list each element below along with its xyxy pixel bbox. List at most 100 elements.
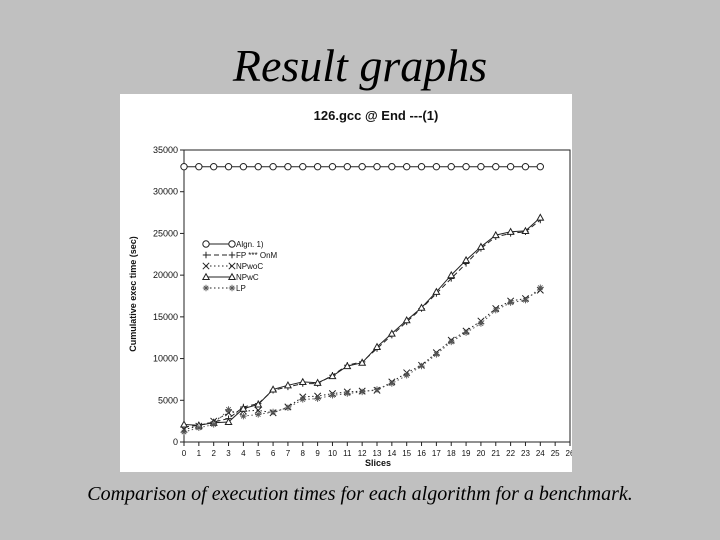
data-point	[506, 162, 515, 171]
legend-label: LP	[236, 284, 246, 293]
data-point	[358, 358, 367, 366]
data-point	[254, 162, 262, 171]
x-tick-label: 24	[536, 449, 545, 458]
data-point	[180, 428, 188, 436]
data-point	[432, 287, 441, 295]
data-point	[329, 392, 336, 399]
data-point	[462, 329, 470, 336]
data-point	[299, 396, 306, 403]
plot-frame	[183, 149, 571, 443]
data-point	[402, 162, 411, 171]
x-tick-label: 16	[417, 449, 426, 458]
legend-label: Algn. 1)	[236, 240, 264, 249]
data-point	[358, 388, 366, 396]
x-tick-label: 14	[387, 449, 396, 458]
data-point	[447, 270, 456, 279]
data-point	[313, 378, 322, 386]
data-point	[507, 299, 514, 306]
data-point	[239, 404, 248, 412]
legend-marker	[202, 240, 210, 248]
data-point	[462, 162, 470, 171]
x-tick-label: 7	[286, 449, 291, 458]
x-tick-label: 8	[301, 449, 306, 458]
line-chart: 126.gcc @ End ---(1) Slices Cumulative e…	[128, 108, 572, 468]
data-point	[521, 226, 530, 234]
legend-item: FP *** OnM	[202, 251, 278, 260]
data-point	[536, 162, 545, 171]
data-point	[255, 411, 262, 418]
y-tick-label: 35000	[153, 145, 178, 155]
y-tick-label: 10000	[153, 354, 178, 364]
data-point	[537, 284, 544, 291]
data-point	[284, 404, 292, 411]
y-tick-label: 0	[173, 437, 178, 447]
x-tick-label: 12	[358, 449, 367, 458]
data-point	[417, 162, 426, 171]
slide-title: Result graphs	[232, 40, 488, 91]
legend-marker	[201, 272, 211, 281]
legend-marker	[227, 272, 237, 281]
x-tick-label: 18	[447, 449, 456, 458]
y-tick-label: 5000	[158, 395, 178, 405]
y-tick-label: 25000	[153, 228, 178, 238]
y-tick-label: 20000	[153, 270, 178, 280]
chart-panel: 126.gcc @ End ---(1) Slices Cumulative e…	[120, 94, 572, 472]
data-point	[477, 162, 485, 171]
data-point	[225, 406, 232, 413]
data-point	[224, 417, 233, 426]
data-point	[284, 162, 292, 171]
data-point	[402, 315, 411, 324]
x-tick-label: 25	[551, 449, 560, 458]
x-tick-label: 4	[241, 449, 246, 458]
data-point	[492, 306, 499, 314]
data-point	[373, 386, 381, 393]
legend-item: LP	[202, 284, 246, 293]
x-tick-label: 0	[182, 449, 187, 458]
x-tick-label: 15	[402, 449, 411, 458]
x-tick-label: 26	[566, 449, 572, 458]
x-axis-label: Slices	[365, 458, 391, 468]
chart-title: 126.gcc @ End ---(1)	[314, 108, 439, 123]
series-5	[180, 284, 544, 436]
data-point	[328, 162, 337, 171]
data-point	[283, 381, 292, 389]
data-point	[269, 385, 278, 393]
data-point	[492, 162, 500, 171]
data-point	[448, 338, 455, 346]
slide-caption: Comparison of execution times for each a…	[87, 483, 633, 505]
data-point	[210, 421, 217, 428]
x-tick-label: 3	[226, 449, 231, 458]
legend-item: NPwC	[201, 272, 259, 282]
legend-marker	[202, 262, 210, 270]
y-tick-label: 15000	[153, 312, 178, 322]
data-point	[239, 162, 248, 171]
data-point	[179, 420, 189, 428]
data-point	[418, 362, 425, 370]
data-point	[254, 400, 263, 408]
legend: Algn. 1) FP *** OnM NPwoC NPwC LP	[201, 240, 278, 293]
data-point	[344, 390, 351, 397]
legend-item: Algn. 1)	[202, 240, 264, 249]
legend-item: NPwoC	[202, 262, 263, 271]
data-point	[269, 408, 277, 416]
legend-marker	[228, 284, 236, 292]
legend-marker	[228, 262, 236, 270]
x-tick-label: 11	[343, 449, 352, 458]
data-point	[224, 409, 233, 417]
data-point	[372, 342, 382, 350]
data-point	[522, 296, 529, 304]
data-point	[491, 230, 500, 239]
data-point	[209, 162, 218, 171]
legend-label: NPwC	[236, 273, 259, 282]
y-axis-label: Cumulative exec time (sec)	[128, 236, 138, 352]
x-tick-label: 21	[491, 449, 500, 458]
legend-marker	[228, 240, 236, 248]
legend-marker	[228, 251, 236, 259]
data-point	[476, 242, 485, 250]
legend-label: NPwoC	[236, 262, 263, 271]
x-tick-label: 1	[197, 449, 202, 458]
data-point	[536, 213, 545, 221]
x-tick-label: 9	[315, 449, 320, 458]
series-1	[180, 162, 545, 171]
data-point	[432, 162, 441, 171]
